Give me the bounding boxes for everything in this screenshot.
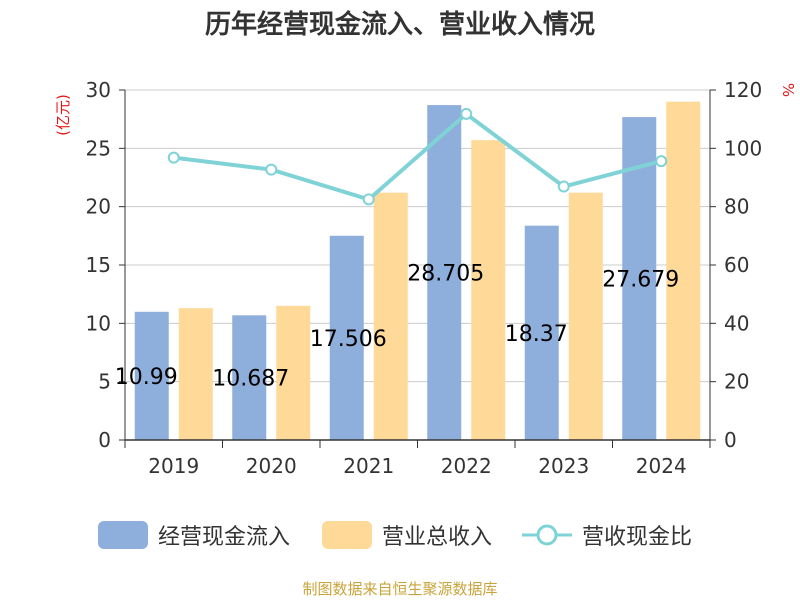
left-tick-label: 15 [86,253,111,277]
chart-title: 历年经营现金流入、营业收入情况 [204,10,595,40]
revenue-bar [276,305,311,440]
right-tick-label: 100 [724,136,762,160]
legend-swatch-inflow [98,521,148,549]
bars [134,101,701,441]
legend-item-revenue[interactable]: 营业总收入 [322,515,492,555]
inflow-bar [134,311,169,440]
revenue-bar [666,101,701,441]
axes: 0 5 10 15 20 25 30 0 20 40 60 80 100 120 2019 2020 2021 2… [86,78,763,478]
x-tick-label: 2022 [441,454,492,478]
revenue-bar [178,308,213,440]
inflow-data-label: 28.705 [407,262,484,287]
ratio-point [460,107,473,120]
inflow-data-label: 27.679 [602,268,679,293]
right-tick-label: 20 [724,370,749,394]
left-tick-label: 30 [86,78,111,102]
legend-item-inflow[interactable]: 经营现金流入 [98,515,290,555]
x-tick-label: 2019 [148,454,199,478]
legend-item-ratio[interactable]: 营收现金比 [522,515,692,555]
ratio-point [167,151,180,164]
legend-label-revenue: 营业总收入 [382,525,493,550]
revenue-bar [471,140,506,440]
inflow-data-label: 10.687 [212,367,289,392]
right-tick-label: 40 [724,311,749,335]
legend-label-ratio: 营收现金比 [582,525,693,550]
right-tick-label: 120 [724,78,762,102]
ratio-polyline [173,111,662,202]
right-tick-label: 80 [724,195,749,219]
legend: 经营现金流入 营业总收入 营收现金比 [0,515,800,555]
data-labels: 10.99 10.687 17.506 28.705 18.37 27.679 [115,262,679,392]
right-tick-label: 60 [724,253,749,277]
ratio-point [557,180,570,193]
inflow-bar [427,105,462,440]
left-tick-label: 0 [98,428,111,452]
ratio-point [655,155,668,168]
inflow-data-label: 17.506 [310,327,387,352]
left-tick-label: 25 [86,136,111,160]
ratio-point [265,163,278,176]
ratio-point [362,193,375,206]
inflow-data-label: 18.37 [505,322,568,347]
revenue-bar [568,192,603,440]
left-tick-label: 20 [86,195,111,219]
right-tick-label: 0 [724,428,737,452]
legend-swatch-revenue [322,521,372,549]
inflow-data-label: 10.99 [115,365,178,390]
x-tick-label: 2024 [636,454,687,478]
source-note: 制图数据来自恒生聚源数据库 [302,580,498,598]
inflow-bar [232,315,267,440]
grid-lines [125,89,710,383]
x-tick-label: 2023 [538,454,589,478]
legend-label-inflow: 经营现金流入 [158,525,291,550]
left-tick-label: 10 [86,311,111,335]
legend-line-ratio-icon [522,521,572,549]
left-tick-label: 5 [98,370,111,394]
inflow-bar [329,235,364,440]
x-tick-label: 2021 [343,454,394,478]
inflow-bar [524,225,559,440]
revenue-bar [373,192,408,440]
x-tick-label: 2020 [246,454,297,478]
ratio-line [167,107,668,206]
